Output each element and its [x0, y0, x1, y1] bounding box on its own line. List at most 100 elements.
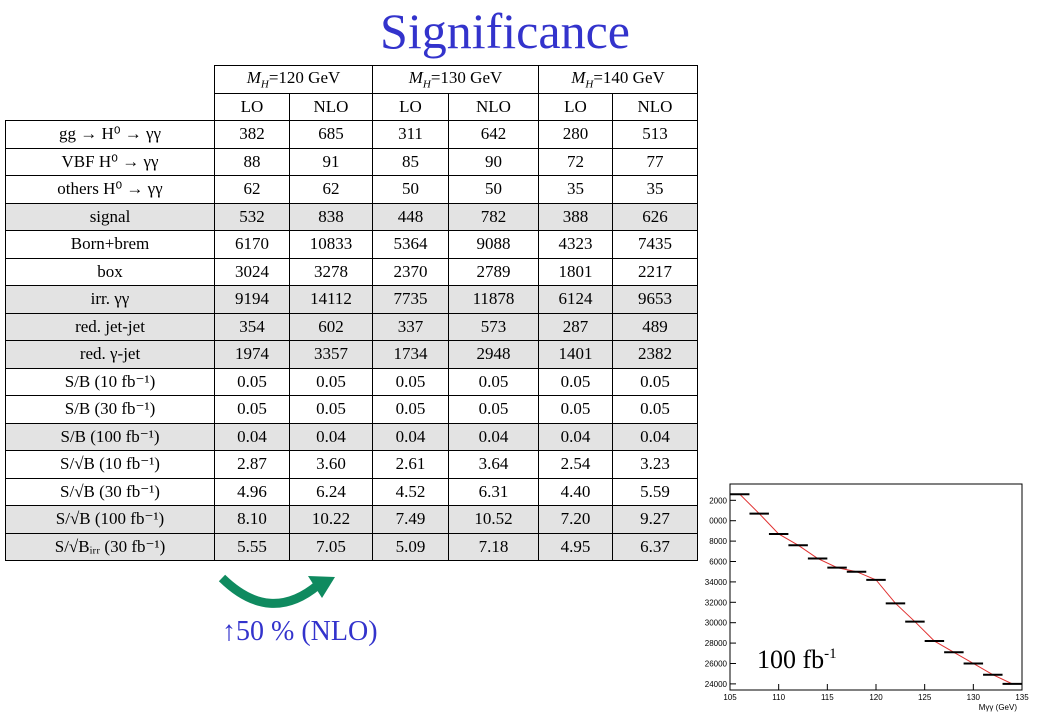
y-tick-label: 26000	[705, 659, 728, 668]
subheader-cell: LO	[372, 92, 449, 121]
cell: 5.59	[612, 477, 698, 506]
luminosity-text: 100 fb	[757, 645, 824, 674]
subheader-cell: NLO	[289, 92, 373, 121]
cell: 0.05	[372, 367, 449, 396]
subscript: H	[422, 78, 431, 91]
cell: 2217	[612, 257, 698, 286]
cell: 88	[214, 147, 290, 176]
cell: 685	[289, 120, 373, 149]
cell: 3278	[289, 257, 373, 286]
y-tick-label: 2000	[709, 496, 727, 505]
cell: 0.05	[612, 395, 698, 424]
cell: 838	[289, 202, 373, 231]
row-label: S/B (30 fb⁻¹)	[5, 395, 215, 424]
cell: 4.52	[372, 477, 449, 506]
cell: 3.64	[448, 450, 539, 479]
cell: 2.54	[538, 450, 613, 479]
y-tick-label: 6000	[709, 558, 727, 567]
row-label: box	[5, 257, 215, 286]
table-row: S/B (30 fb⁻¹) 0.05 0.05 0.05 0.05 0.05 0.05	[5, 395, 698, 424]
cell: 382	[214, 120, 290, 149]
header-text: =120 GeV	[268, 68, 341, 88]
row-label: Born+brem	[5, 230, 215, 259]
cell: 5.55	[214, 532, 290, 561]
subheader-cell: NLO	[612, 92, 698, 121]
row-label: signal	[5, 202, 215, 231]
cell: 573	[448, 312, 539, 341]
y-tick-label: 32000	[705, 598, 728, 607]
header-text: =130 GeV	[430, 68, 503, 88]
symbol: M	[246, 68, 261, 88]
cell: 14112	[289, 285, 373, 314]
cell: 50	[448, 175, 539, 204]
column-group-header: MH=140 GeV	[538, 65, 698, 94]
y-tick-label: 8000	[709, 537, 727, 546]
table-row: gg → H⁰ → γγ 382 685 311 642 280 513	[5, 120, 698, 149]
cell: 10833	[289, 230, 373, 259]
luminosity-label: 100 fb-1	[757, 645, 837, 674]
subheader-row: LO NLO LO NLO LO NLO	[6, 92, 698, 121]
cell: 50	[372, 175, 449, 204]
cell: 0.05	[448, 395, 539, 424]
table-row: red. γ-jet 1974 3357 1734 2948 1401 2382	[5, 340, 698, 369]
cell: 448	[372, 202, 449, 231]
subheader-cell: LO	[538, 92, 613, 121]
cell: 1734	[372, 340, 449, 369]
x-tick-label: 115	[821, 693, 834, 702]
subscript: H	[260, 78, 269, 91]
row-label: others H⁰ → γγ	[5, 175, 215, 204]
row-label: S/B (100 fb⁻¹)	[5, 422, 215, 451]
cell: 7.05	[289, 532, 373, 561]
curved-arrow	[218, 574, 321, 608]
cell: 0.05	[612, 367, 698, 396]
note: ↑50 % (NLO)	[222, 616, 378, 647]
table-row: box 3024 3278 2370 2789 1801 2217	[5, 257, 698, 286]
cell: 6.37	[612, 532, 698, 561]
row-label: S/√B (30 fb⁻¹)	[5, 477, 215, 506]
table-row: signal 532 838 448 782 388 626	[5, 202, 698, 231]
symbol: M	[571, 68, 586, 88]
cell: 3357	[289, 340, 373, 369]
cell: 626	[612, 202, 698, 231]
cell: 10.22	[289, 505, 373, 534]
x-tick-label: 125	[918, 693, 932, 702]
cell: 280	[538, 120, 613, 149]
cell: 6124	[538, 285, 613, 314]
cell: 0.05	[448, 367, 539, 396]
cell: 354	[214, 312, 290, 341]
cell: 91	[289, 147, 373, 176]
x-tick-label: 110	[772, 693, 785, 702]
table-row: S/√Bᵢᵣᵣ (30 fb⁻¹) 5.55 7.05 5.09 7.18 4.95 6.3…	[5, 532, 698, 561]
cell: 11878	[448, 285, 539, 314]
cell: 0.05	[372, 395, 449, 424]
y-tick-label: 28000	[705, 639, 728, 648]
cell: 8.10	[214, 505, 290, 534]
row-label: S/√Bᵢᵣᵣ (30 fb⁻¹)	[5, 532, 215, 561]
luminosity-exponent: -1	[824, 646, 837, 662]
subheader-cell: LO	[214, 92, 290, 121]
table-row: Born+brem 6170 10833 5364 9088 4323 7435	[5, 230, 698, 259]
column-group-header: MH=130 GeV	[372, 65, 539, 94]
x-axis-label: Mγγ (GeV)	[979, 703, 1018, 712]
cell: 0.05	[538, 367, 613, 396]
cell: 62	[289, 175, 373, 204]
header-row: MH=120 GeV MH=130 GeV MH=140 GeV	[6, 65, 698, 94]
cell: 0.04	[612, 422, 698, 451]
table-row: VBF H⁰ → γγ 88 91 85 90 72 77	[5, 147, 698, 176]
cell: 388	[538, 202, 613, 231]
x-tick-label: 105	[723, 693, 737, 702]
cell: 513	[612, 120, 698, 149]
row-label: VBF H⁰ → γγ	[5, 147, 215, 176]
cell: 4.95	[538, 532, 613, 561]
cell: 2948	[448, 340, 539, 369]
row-label: red. γ-jet	[5, 340, 215, 369]
cell: 77	[612, 147, 698, 176]
cell: 90	[448, 147, 539, 176]
row-label: gg → H⁰ → γγ	[5, 120, 215, 149]
plot-frame	[729, 483, 1023, 691]
cell: 0.04	[372, 422, 449, 451]
cell: 489	[612, 312, 698, 341]
cell: 5.09	[372, 532, 449, 561]
